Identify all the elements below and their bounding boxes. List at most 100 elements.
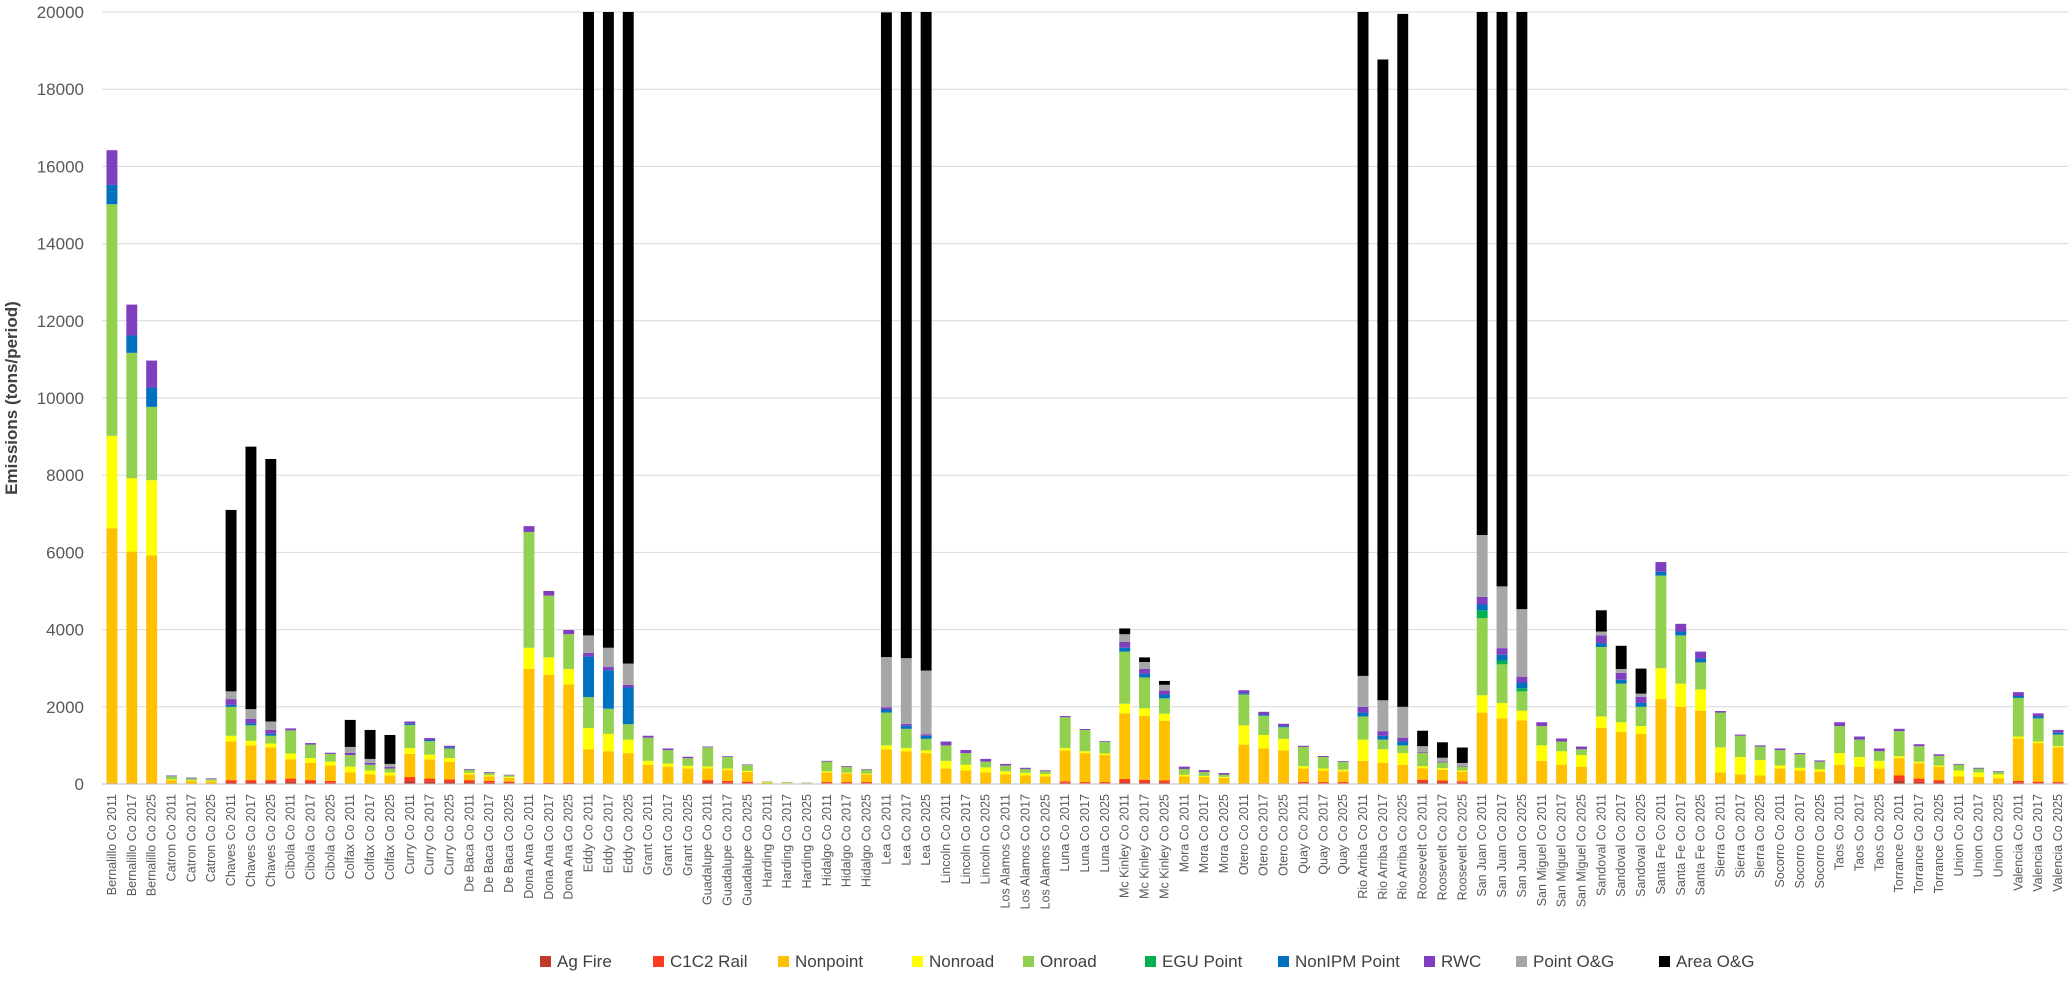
bar-segment-area-o-g bbox=[1616, 646, 1627, 669]
bar-segment-nonroad bbox=[424, 755, 435, 760]
bar-segment-nonpoint bbox=[1437, 770, 1448, 781]
x-tick-label: San Miguel Co 2017 bbox=[1555, 794, 1569, 907]
bar-segment-rwc bbox=[901, 724, 912, 726]
bar-segment-rwc bbox=[583, 653, 594, 657]
bar-segment-nonpoint bbox=[1675, 707, 1686, 784]
bar-segment-area-o-g bbox=[1417, 731, 1428, 746]
bar-segment-nonpoint bbox=[265, 747, 276, 780]
bar-segment-nonipm-point bbox=[1238, 693, 1249, 694]
bar-segment-area-o-g bbox=[921, 12, 932, 671]
bar-segment-nonroad bbox=[384, 772, 395, 775]
bar-segment-rwc bbox=[1159, 691, 1170, 695]
bar-segment-rwc bbox=[1755, 745, 1766, 746]
bar-segment-onroad bbox=[524, 532, 535, 648]
bar-segment-nonroad bbox=[1715, 747, 1726, 772]
bar-segment-onroad bbox=[126, 353, 137, 478]
bar-segment-c1c2-rail bbox=[226, 780, 237, 782]
legend-label: EGU Point bbox=[1162, 952, 1243, 971]
bar-segment-nonpoint bbox=[1993, 778, 2004, 784]
legend-label: Onroad bbox=[1040, 952, 1097, 971]
bar-segment-nonroad bbox=[265, 743, 276, 747]
bar-segment-nonroad bbox=[1457, 770, 1468, 771]
bar-segment-area-o-g bbox=[1119, 628, 1130, 634]
bar-segment-nonroad bbox=[921, 750, 932, 753]
bar-segment-point-o-g bbox=[1358, 676, 1369, 707]
bar-segment-nonpoint bbox=[226, 742, 237, 781]
bar-segment-onroad bbox=[543, 596, 554, 658]
bar-segment-nonpoint bbox=[524, 669, 535, 783]
bar-segment-rwc bbox=[1437, 762, 1448, 763]
bar-segment-nonroad bbox=[682, 766, 693, 769]
bar-segment-c1c2-rail bbox=[1437, 781, 1448, 783]
bar-segment-nonpoint bbox=[1636, 734, 1647, 784]
bar-segment-nonipm-point bbox=[1258, 715, 1269, 716]
x-tick-label: Hidalgo Co 2011 bbox=[820, 794, 834, 886]
bar-segment-rwc bbox=[1854, 737, 1865, 740]
bar-segment-nonpoint bbox=[821, 772, 832, 782]
bar-segment-nonroad bbox=[2013, 737, 2024, 739]
bar-segment-nonroad bbox=[1814, 769, 1825, 771]
x-tick-label: Cibola Co 2011 bbox=[284, 794, 298, 879]
bar-segment-point-o-g bbox=[881, 657, 892, 707]
bar-segment-rwc bbox=[941, 742, 952, 746]
legend-swatch bbox=[1145, 956, 1156, 967]
bar-segment-nonipm-point bbox=[623, 688, 634, 725]
bar-segment-nonroad bbox=[1953, 770, 1964, 776]
bar-segment-point-o-g bbox=[1457, 763, 1468, 766]
x-tick-label: Chaves Co 2011 bbox=[224, 794, 238, 886]
bar-segment-onroad bbox=[226, 707, 237, 736]
bar-segment-nonpoint bbox=[464, 774, 475, 780]
bar-segment-onroad bbox=[663, 750, 674, 764]
bar-segment-rwc bbox=[821, 761, 832, 762]
bar-segment-area-o-g bbox=[623, 12, 634, 664]
bar-segment-nonpoint bbox=[1973, 777, 1984, 784]
bar-segment-rwc bbox=[861, 769, 872, 770]
bar-segment-c1c2-rail bbox=[1060, 781, 1071, 783]
bar-segment-nonroad bbox=[444, 758, 455, 762]
bar-segment-onroad bbox=[1695, 662, 1706, 689]
bar-segment-onroad bbox=[1874, 751, 1885, 761]
x-tick-label: Taos Co 2017 bbox=[1852, 794, 1866, 871]
bar-segment-nonipm-point bbox=[444, 747, 455, 748]
bar-segment-nonroad bbox=[146, 480, 157, 555]
bar-segment-rwc bbox=[1556, 738, 1567, 741]
bar-segment-point-o-g bbox=[1636, 694, 1647, 697]
bar-segment-nonroad bbox=[563, 669, 574, 684]
bar-segment-nonpoint bbox=[1417, 768, 1428, 780]
bar-segment-rwc bbox=[841, 766, 852, 767]
bar-segment-onroad bbox=[881, 713, 892, 746]
bar-segment-nonipm-point bbox=[1516, 682, 1527, 688]
bar-segment-point-o-g bbox=[1477, 535, 1488, 597]
bar-segment-nonipm-point bbox=[583, 657, 594, 698]
bar-segment-c1c2-rail bbox=[1159, 781, 1170, 783]
bar-segment-nonipm-point bbox=[901, 726, 912, 729]
x-tick-label: Cibola Co 2025 bbox=[323, 794, 337, 880]
bar-segment-onroad bbox=[941, 745, 952, 760]
bar-segment-rwc bbox=[1794, 753, 1805, 754]
bar-segment-point-o-g bbox=[1616, 669, 1627, 673]
bar-segment-onroad bbox=[166, 776, 177, 779]
bar-segment-onroad bbox=[1953, 765, 1964, 771]
bar-segment-nonroad bbox=[1933, 765, 1944, 766]
bar-segment-onroad bbox=[603, 709, 614, 734]
bar-segment-c1c2-rail bbox=[821, 782, 832, 783]
x-tick-label: Guadalupe Co 2011 bbox=[701, 794, 715, 905]
bar-segment-rwc bbox=[2033, 713, 2044, 716]
bar-segment-onroad bbox=[1000, 765, 1011, 771]
y-tick-label: 4000 bbox=[46, 621, 84, 640]
x-tick-label: Sandoval Co 2025 bbox=[1634, 794, 1648, 897]
y-tick-label: 18000 bbox=[37, 80, 84, 99]
bar-segment-c1c2-rail bbox=[1457, 781, 1468, 783]
bar-segment-nonpoint bbox=[563, 684, 574, 782]
bar-segment-onroad bbox=[1616, 684, 1627, 723]
legend-label: Ag Fire bbox=[557, 952, 612, 971]
bar-segment-nonroad bbox=[1616, 722, 1627, 732]
bar-segment-rwc bbox=[166, 776, 177, 777]
bar-segment-nonroad bbox=[821, 771, 832, 772]
bar-segment-onroad bbox=[1675, 635, 1686, 683]
x-tick-label: Colfax Co 2017 bbox=[363, 794, 377, 880]
bar-segment-onroad bbox=[1556, 742, 1567, 752]
bar-segment-point-o-g bbox=[365, 759, 376, 763]
bar-segment-point-o-g bbox=[901, 658, 912, 724]
bar-segment-nonroad bbox=[1179, 775, 1190, 777]
